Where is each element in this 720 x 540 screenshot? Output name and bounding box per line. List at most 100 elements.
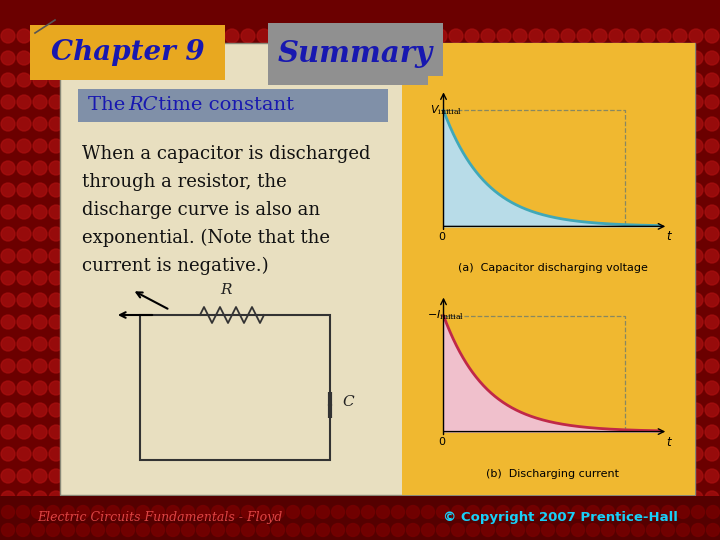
Circle shape [1, 249, 15, 263]
Circle shape [209, 293, 223, 307]
Circle shape [161, 73, 175, 87]
Circle shape [65, 293, 79, 307]
Circle shape [225, 51, 239, 65]
Circle shape [337, 161, 351, 175]
Circle shape [177, 403, 191, 417]
Circle shape [17, 381, 31, 395]
Circle shape [433, 117, 447, 131]
Circle shape [161, 293, 175, 307]
Circle shape [689, 249, 703, 263]
Circle shape [662, 523, 675, 537]
Circle shape [225, 469, 239, 483]
Circle shape [609, 469, 623, 483]
Circle shape [545, 95, 559, 109]
Circle shape [449, 315, 463, 329]
Circle shape [609, 117, 623, 131]
Circle shape [61, 505, 74, 518]
Circle shape [526, 505, 539, 518]
Circle shape [625, 447, 639, 461]
Circle shape [61, 523, 74, 537]
Circle shape [481, 51, 495, 65]
Circle shape [273, 183, 287, 197]
Circle shape [49, 29, 63, 43]
Circle shape [289, 249, 303, 263]
Circle shape [331, 523, 344, 537]
Circle shape [305, 447, 319, 461]
Circle shape [257, 425, 271, 439]
Circle shape [691, 523, 704, 537]
Circle shape [17, 293, 31, 307]
Circle shape [65, 139, 79, 153]
Circle shape [705, 161, 719, 175]
Circle shape [145, 359, 159, 373]
Circle shape [177, 293, 191, 307]
Circle shape [401, 139, 415, 153]
Circle shape [609, 513, 623, 527]
Circle shape [593, 139, 607, 153]
Circle shape [401, 513, 415, 527]
Circle shape [209, 403, 223, 417]
Circle shape [513, 513, 527, 527]
Circle shape [353, 447, 367, 461]
Circle shape [641, 227, 655, 241]
Circle shape [705, 227, 719, 241]
Circle shape [337, 227, 351, 241]
Circle shape [369, 425, 383, 439]
Circle shape [385, 271, 399, 285]
Circle shape [647, 505, 660, 518]
Circle shape [625, 425, 639, 439]
Circle shape [545, 513, 559, 527]
Circle shape [193, 447, 207, 461]
Circle shape [689, 381, 703, 395]
Circle shape [385, 359, 399, 373]
Circle shape [481, 249, 495, 263]
Circle shape [145, 381, 159, 395]
Circle shape [145, 403, 159, 417]
Circle shape [305, 403, 319, 417]
Circle shape [601, 523, 614, 537]
Circle shape [433, 51, 447, 65]
Circle shape [482, 505, 495, 518]
Circle shape [529, 315, 543, 329]
Circle shape [241, 469, 255, 483]
Circle shape [673, 447, 687, 461]
Circle shape [129, 447, 143, 461]
Circle shape [65, 117, 79, 131]
Circle shape [49, 315, 63, 329]
Circle shape [529, 447, 543, 461]
Circle shape [545, 51, 559, 65]
Circle shape [97, 425, 111, 439]
Circle shape [401, 29, 415, 43]
Circle shape [97, 183, 111, 197]
Circle shape [273, 139, 287, 153]
Circle shape [49, 337, 63, 351]
Circle shape [65, 73, 79, 87]
Circle shape [65, 271, 79, 285]
Circle shape [289, 469, 303, 483]
Circle shape [561, 95, 575, 109]
Circle shape [305, 161, 319, 175]
Circle shape [273, 117, 287, 131]
Circle shape [385, 139, 399, 153]
Circle shape [369, 337, 383, 351]
Circle shape [705, 205, 719, 219]
Circle shape [33, 513, 47, 527]
Circle shape [401, 381, 415, 395]
Circle shape [529, 249, 543, 263]
Circle shape [673, 51, 687, 65]
Circle shape [289, 337, 303, 351]
Circle shape [641, 293, 655, 307]
Circle shape [129, 513, 143, 527]
Circle shape [625, 315, 639, 329]
Circle shape [529, 73, 543, 87]
Circle shape [369, 29, 383, 43]
Circle shape [49, 381, 63, 395]
Circle shape [465, 139, 479, 153]
Text: (b)  Discharging current: (b) Discharging current [486, 469, 619, 478]
Circle shape [209, 359, 223, 373]
Circle shape [465, 359, 479, 373]
Circle shape [273, 513, 287, 527]
Circle shape [289, 403, 303, 417]
Circle shape [241, 381, 255, 395]
Circle shape [97, 95, 111, 109]
